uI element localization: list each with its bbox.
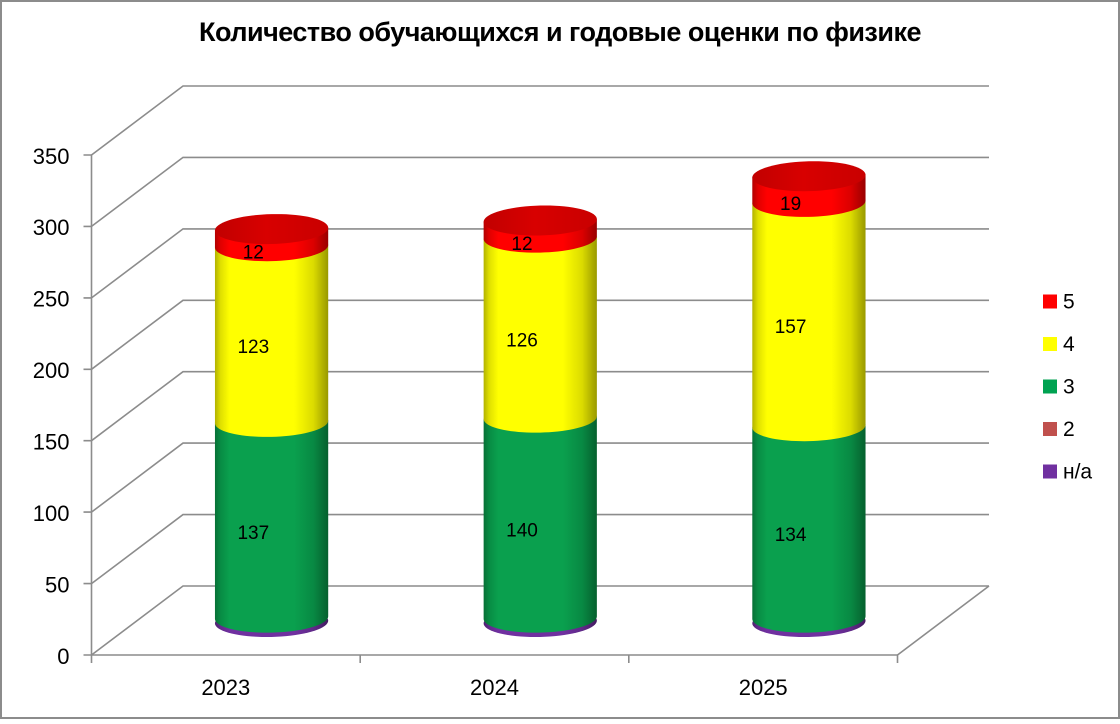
svg-text:н/а: н/а — [1063, 461, 1092, 484]
svg-text:100: 100 — [33, 501, 70, 526]
svg-text:0: 0 — [57, 644, 69, 669]
svg-text:5: 5 — [1063, 291, 1075, 314]
svg-text:300: 300 — [33, 215, 70, 240]
svg-text:200: 200 — [33, 358, 70, 383]
svg-text:2: 2 — [1063, 418, 1075, 441]
svg-text:134: 134 — [775, 525, 807, 546]
svg-text:250: 250 — [33, 287, 70, 312]
svg-text:126: 126 — [506, 331, 538, 352]
svg-text:2025: 2025 — [739, 675, 788, 700]
svg-text:123: 123 — [237, 337, 269, 358]
svg-text:140: 140 — [506, 521, 538, 542]
svg-text:150: 150 — [33, 430, 70, 455]
svg-text:19: 19 — [780, 194, 801, 215]
svg-text:12: 12 — [243, 243, 264, 264]
svg-text:50: 50 — [45, 572, 69, 597]
svg-text:137: 137 — [237, 523, 269, 544]
svg-text:4: 4 — [1063, 333, 1075, 356]
svg-text:2023: 2023 — [201, 675, 250, 700]
svg-text:Количество обучающихся и годов: Количество обучающихся и годовые оценки … — [199, 17, 921, 47]
svg-text:2024: 2024 — [470, 675, 519, 700]
svg-text:350: 350 — [33, 144, 70, 169]
svg-text:12: 12 — [511, 234, 532, 255]
svg-text:3: 3 — [1063, 376, 1075, 399]
svg-text:157: 157 — [775, 317, 807, 338]
